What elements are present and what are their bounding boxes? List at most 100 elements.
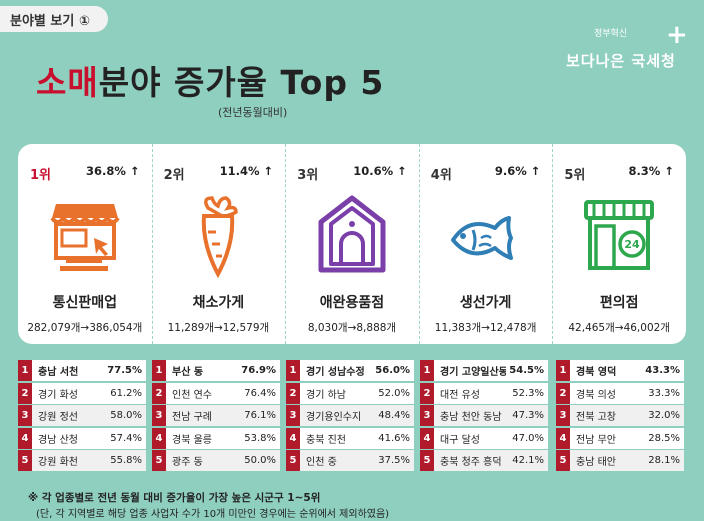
table-row: 3 경기용인수지 48.4%	[286, 405, 414, 426]
convenience-store-icon: 24	[584, 200, 655, 270]
card-name: 통신판매업	[52, 295, 117, 311]
row-pct: 33.3%	[648, 387, 680, 399]
footnote: ※ 각 업종별로 전년 동월 대비 증가율이 가장 높은 시군구 1~5위	[28, 492, 321, 504]
row-rank: 3	[18, 405, 32, 426]
title-part-3: 분야 증가율 Top 5	[98, 63, 385, 102]
row-rank: 2	[286, 382, 300, 404]
row-region: 경북 울릉	[172, 434, 212, 446]
row-rank: 4	[286, 427, 300, 449]
table-row: 2 인천 연수 76.4%	[152, 382, 280, 404]
row-region: 전남 무안	[576, 434, 616, 446]
row-rank: 1	[556, 360, 570, 381]
page-subtitle: (전년동월대비)	[218, 106, 288, 119]
row-region: 충북 진천	[306, 434, 346, 446]
table-row: 1 충남 서천 77.5%	[18, 360, 146, 381]
row-region: 경기 하남	[306, 389, 346, 401]
row-region: 전남 구례	[172, 412, 212, 423]
table-row: 5 인천 중 37.5%	[286, 450, 414, 471]
row-pct: 76.1%	[244, 410, 276, 421]
table-row: 1 경기 고양일산동 54.5%	[420, 360, 548, 381]
row-region: 인천 연수	[172, 389, 212, 401]
nts-brand-logo: 정부혁신 보다나은 국세청 +	[566, 20, 688, 82]
card-rate: 9.6% ↑	[494, 164, 541, 178]
online-shop-icon	[50, 204, 120, 271]
row-rank: 1	[18, 360, 32, 381]
region-table-4: 1 경기 고양일산동 54.5% 2 대전 유성 52.3% 3 충남 천안 동남 47.3…	[420, 360, 548, 473]
row-region: 강원 정선	[38, 412, 78, 423]
row-pct: 47.3%	[512, 410, 544, 421]
row-rank: 4	[420, 427, 434, 449]
row-region: 강원 화천	[38, 457, 78, 468]
plus-icon: +	[666, 20, 688, 50]
card-name: 편의점	[599, 295, 639, 311]
table-row: 1 부산 동 76.9%	[152, 360, 280, 381]
card-rate: 11.4% ↑	[219, 164, 274, 178]
row-region: 경기 화성	[38, 389, 78, 401]
row-region: 충남 천안 동남	[440, 412, 502, 423]
row-rank: 2	[152, 382, 166, 404]
table-row: 4 대구 달성 47.0%	[420, 427, 548, 449]
card-rank-4: 4위 9.6% ↑ 생선가게 11,383개→12,478개	[418, 144, 553, 344]
row-region: 경기용인수지	[306, 412, 362, 423]
table-row: 5 광주 동 50.0%	[152, 450, 280, 471]
row-rank: 1	[420, 360, 434, 381]
row-pct: 61.2%	[110, 387, 142, 399]
card-rate: 36.8% ↑	[86, 164, 140, 178]
row-rank: 1	[152, 360, 166, 381]
row-rank: 2	[556, 382, 570, 404]
row-rank: 4	[152, 427, 166, 449]
table-row: 4 경남 산청 57.4%	[18, 427, 146, 449]
card-name: 채소가게	[192, 295, 245, 311]
row-region: 경남 산청	[38, 434, 78, 446]
row-rank: 2	[420, 382, 434, 404]
row-rank: 5	[286, 450, 300, 471]
card-range: 11,383개→12,478개	[434, 322, 537, 334]
table-row: 1 경북 영덕 43.3%	[556, 360, 684, 381]
row-region: 경북 의성	[576, 389, 616, 401]
table-row: 3 강원 정선 58.0%	[18, 405, 146, 426]
category-view-tag[interactable]: 분야별 보기 ①	[0, 6, 108, 32]
row-pct: 32.0%	[648, 410, 680, 421]
row-region: 충북 청주 흥덕	[440, 457, 502, 468]
table-row: 2 대전 유성 52.3%	[420, 382, 548, 404]
row-pct: 77.5%	[107, 365, 142, 376]
table-row: 2 경북 의성 33.3%	[556, 382, 684, 404]
card-rank-3: 3위 10.6% ↑ 애완용품점 8,030개→8,888개	[285, 144, 419, 344]
card-rank-5: 5위 8.3% ↑ 24 편의점 42,465개→46,002개	[552, 144, 686, 344]
table-row: 3 전남 구례 76.1%	[152, 405, 280, 426]
row-pct: 76.4%	[244, 387, 276, 399]
row-pct: 41.6%	[378, 432, 410, 444]
table-row: 4 경북 울릉 53.8%	[152, 427, 280, 449]
region-table-1: 1 충남 서천 77.5% 2 경기 화성 61.2% 3 강원 정선 58.0% 4 경남 …	[18, 360, 146, 473]
row-pct: 50.0%	[244, 455, 276, 466]
row-region: 충남 서천	[38, 367, 79, 378]
table-row: 2 경기 하남 52.0%	[286, 382, 414, 404]
row-region: 경기 고양일산동	[440, 367, 506, 378]
row-rank: 3	[152, 405, 166, 426]
row-pct: 48.4%	[378, 410, 410, 421]
row-region: 경북 영덕	[576, 367, 617, 378]
row-pct: 28.1%	[648, 455, 680, 466]
row-rank: 4	[18, 427, 32, 449]
brand-small-text: 정부혁신	[594, 29, 628, 39]
row-region: 전북 고창	[576, 412, 616, 423]
brand-big-text: 보다나은 국세청	[566, 52, 676, 70]
row-region: 충남 태안	[576, 457, 616, 468]
card-range: 8,030개→8,888개	[307, 322, 397, 334]
row-region: 광주 동	[172, 457, 203, 468]
table-row: 2 경기 화성 61.2%	[18, 382, 146, 404]
row-rank: 5	[18, 450, 32, 471]
row-pct: 52.3%	[512, 387, 544, 399]
row-pct: 52.0%	[378, 387, 410, 399]
card-range: 42,465개→46,002개	[568, 322, 670, 334]
card-range: 11,289개→12,579개	[167, 322, 270, 334]
table-row: 5 충남 태안 28.1%	[556, 450, 684, 471]
top5-cards-panel: 1위 36.8% ↑ 통신판매업 282,079개→386,054개 2위 11…	[18, 144, 686, 344]
card-rate: 8.3% ↑	[628, 164, 674, 178]
carrot-icon	[201, 196, 238, 278]
card-rank: 4위	[430, 168, 452, 183]
table-row: 3 전북 고창 32.0%	[556, 405, 684, 426]
table-row: 1 경기 성남수정 56.0%	[286, 360, 414, 381]
row-rank: 3	[556, 405, 570, 426]
row-pct: 42.1%	[512, 455, 544, 466]
